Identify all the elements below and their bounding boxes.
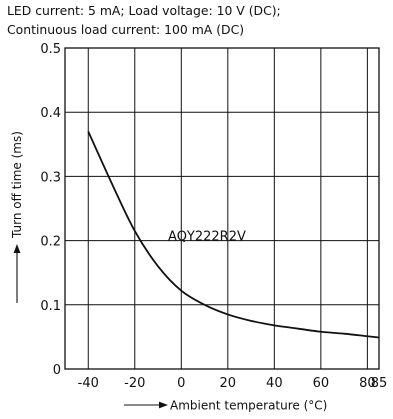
y-tick-label: 0	[53, 363, 61, 378]
series-group: AQY222R2V	[87, 131, 380, 339]
test-conditions-line-2: Continuous load current: 100 mA (DC)	[7, 22, 245, 37]
y-axis-label: Turn off time (ms)	[10, 131, 24, 239]
y-axis-ticks: 0 0.1 0.2 0.3 0.4 0.5	[40, 42, 61, 378]
y-axis-arrowhead-icon	[13, 244, 21, 253]
x-tick-label: 85	[371, 376, 388, 391]
x-tick-label: 60	[313, 376, 330, 391]
y-tick-label: 0.5	[40, 42, 61, 57]
x-tick-label: -40	[78, 376, 99, 391]
test-conditions-line-1: LED current: 5 mA; Load voltage: 10 V (D…	[7, 3, 281, 18]
x-tick-label: -20	[124, 376, 145, 391]
y-tick-label: 0.3	[40, 170, 61, 185]
x-tick-label: 20	[220, 376, 237, 391]
y-tick-label: 0.1	[40, 299, 61, 314]
series-line	[87, 131, 380, 339]
y-axis-title: Turn off time (ms)	[10, 131, 24, 303]
chart-grid	[65, 48, 379, 369]
x-axis-label: Ambient temperature (°C)	[170, 399, 327, 413]
x-tick-label: 40	[266, 376, 283, 391]
y-tick-label: 0.2	[40, 235, 61, 250]
x-tick-label: 0	[177, 376, 185, 391]
plot-frame	[64, 47, 380, 370]
x-axis-title: Ambient temperature (°C)	[124, 399, 327, 413]
x-axis-arrowhead-icon	[159, 401, 168, 409]
series-label: AQY222R2V	[168, 230, 246, 245]
y-tick-label: 0.4	[40, 106, 61, 121]
x-tick-label: 80	[359, 376, 376, 391]
